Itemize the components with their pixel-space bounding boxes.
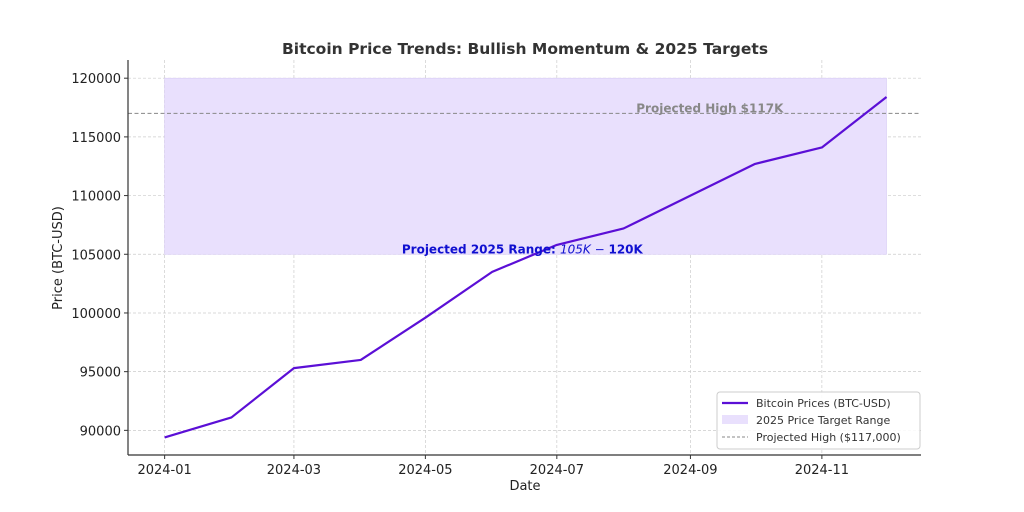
y-tick-label: 110000 [71, 190, 121, 205]
y-tick-label: 115000 [71, 131, 121, 146]
y-tick-label: 120000 [71, 72, 121, 87]
target-range-band [164, 77, 887, 255]
y-axis-label: Price (BTC-USD) [51, 206, 66, 310]
x-tick-label: 2024-09 [663, 463, 717, 478]
y-tick-label: 105000 [71, 248, 121, 263]
annotation-range-dash: − [591, 242, 609, 256]
x-ticks: 2024-01 2024-03 2024-05 2024-07 2024-09 2024-… [137, 455, 849, 478]
annotation-range-high: 120K [608, 242, 643, 256]
legend: Bitcoin Prices (BTC-USD) 2025 Price Targ… [716, 391, 921, 450]
x-axis-label: Date [509, 479, 540, 494]
x-tick-label: 2024-07 [530, 463, 584, 478]
data-points [164, 96, 887, 438]
annotation-range-low: 105K [560, 242, 592, 256]
x-tick-label: 2024-05 [398, 463, 452, 478]
legend-label-range: 2025 Price Target Range [756, 414, 890, 427]
legend-label-projected-high: Projected High ($117,000) [756, 431, 901, 444]
annotation-projected-high: Projected High $117K [636, 101, 784, 115]
y-tick-label: 90000 [80, 424, 121, 439]
chart-title: Bitcoin Price Trends: Bullish Momentum &… [282, 40, 768, 58]
x-tick-label: 2024-11 [795, 463, 849, 478]
legend-swatch-band [722, 415, 748, 424]
legend-label-series: Bitcoin Prices (BTC-USD) [756, 397, 891, 410]
x-tick-label: 2024-03 [267, 463, 321, 478]
annotation-projected-range: Projected 2025 Range: 105K − 120K [402, 242, 644, 256]
annotation-range-label: Projected 2025 Range: [402, 242, 560, 256]
series-line-bitcoin [164, 96, 888, 439]
y-tick-label: 95000 [80, 366, 121, 381]
x-tick-label: 2024-01 [137, 463, 191, 478]
y-ticks: 90000 95000 100000 105000 110000 115000 120000 [71, 72, 128, 439]
y-tick-label: 100000 [71, 307, 121, 322]
